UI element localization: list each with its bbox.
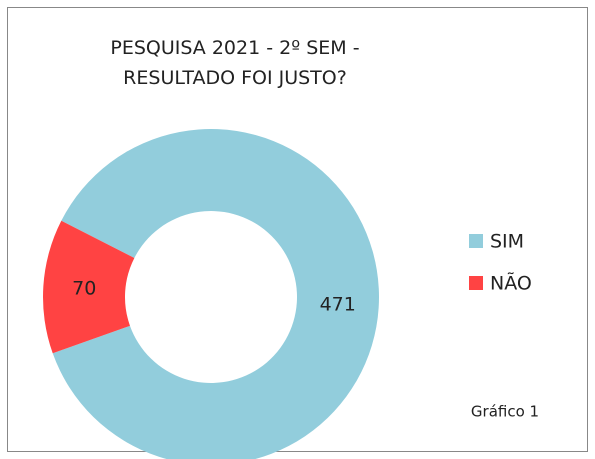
legend-label: NÃO (490, 272, 532, 295)
legend-swatch (469, 234, 483, 248)
legend-label: SIM (490, 231, 524, 253)
slice (52, 129, 379, 459)
data-label: 471 (320, 294, 356, 316)
legend-swatch (469, 276, 483, 290)
frame (7, 7, 588, 452)
annotation: Gráfico 1 (471, 403, 539, 421)
chart-title: PESQUISA 2021 - 2º SEM - RESULTADO FOI J… (110, 37, 360, 89)
data-label: 70 (72, 277, 96, 299)
slice (43, 220, 135, 354)
